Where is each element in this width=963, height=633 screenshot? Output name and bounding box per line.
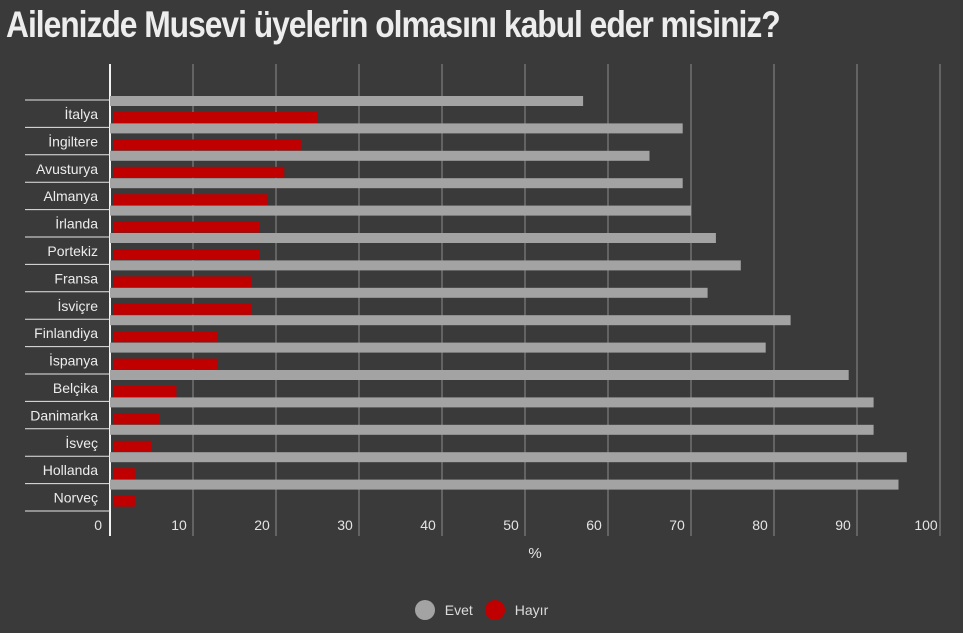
legend-swatch [484,600,505,620]
legend-item[interactable]: Evet [414,600,473,620]
bar-evet [110,452,907,463]
x-tick-label: 0 [94,517,102,533]
bar-hayir [114,139,301,151]
chart-title: Ailenizde Musevi üyelerin olmasını kabul… [6,4,781,45]
x-tick-label: 10 [171,517,187,533]
bar-hayir [114,221,260,233]
bar-hayir [114,249,260,260]
bar-hayir [114,440,152,452]
bar-hayir [114,276,252,288]
category-label: İsveç [65,434,98,451]
bar-evet [110,342,766,353]
legend-label: Evet [444,602,473,618]
category-labels: İtalya İngiltere Avusturya Almanya İrlanda Po… [30,105,98,506]
category-label: Norveç [54,490,98,506]
category-label: İsviçre [58,297,99,314]
bar-evet [110,479,899,490]
legend-label: Hayır [514,602,549,618]
x-tick-label: 70 [669,517,685,533]
x-axis-label: % [528,545,541,562]
x-tick-label: 90 [835,517,851,533]
x-tick-label: 80 [752,517,768,533]
bar-evet [110,287,708,298]
category-label: İngiltere [48,132,98,149]
category-label: İrlanda [55,215,98,232]
bar-hayir [114,468,135,480]
bar-hayir [114,166,285,178]
legend: Evet Hayır [0,600,963,620]
gridlines [25,64,941,536]
x-tick-label: 30 [337,517,353,533]
bar-hayir [114,495,135,507]
bar-evet [110,260,741,271]
bar-hayir [114,331,218,343]
bar-evet [110,315,791,326]
bar-evet [110,424,874,435]
category-label: Avusturya [36,161,98,177]
category-label: Almanya [44,188,99,204]
bar-hayir [114,413,160,425]
legend-swatch [414,600,435,620]
bar-hayir [114,358,218,370]
category-label: İspanya [49,352,98,369]
x-tick-label: 40 [420,517,436,533]
category-label: Belçika [53,380,98,396]
bar-evet [110,397,874,408]
category-label: Fransa [54,270,98,286]
x-tick-label: 20 [254,517,270,533]
bar-hayir [114,303,252,315]
bars [110,96,907,507]
bar-evet [110,96,584,106]
bar-evet [110,370,849,380]
category-label: İtalya [65,105,99,122]
bar-hayir [114,194,268,206]
bar-hayir [114,112,318,123]
bar-hayir [114,386,177,397]
legend-item[interactable]: Hayır [484,600,549,620]
bar-evet [110,178,683,189]
bar-evet [110,205,691,216]
bar-evet [110,123,683,134]
x-tick-label: 60 [586,517,602,533]
x-tick-label: 50 [503,517,519,533]
bar-evet [110,233,716,243]
bar-evet [110,150,650,161]
category-label: Portekiz [47,243,98,259]
category-label: Finlandiya [34,325,98,341]
x-tick-label: 100 [914,517,938,533]
bar-chart: İtalya İngiltere Avusturya Almanya İrlanda Po… [25,64,941,562]
x-tick-labels: 0 10 20 30 40 50 60 70 80 90 100 [94,517,938,533]
category-label: Hollanda [43,462,98,478]
category-label: Danimarka [30,407,98,423]
